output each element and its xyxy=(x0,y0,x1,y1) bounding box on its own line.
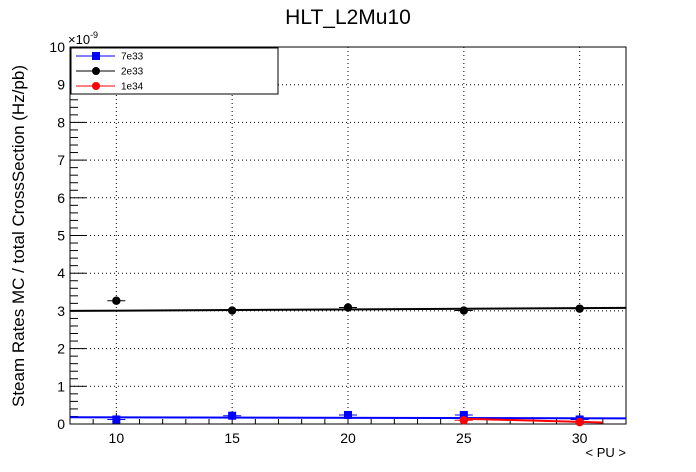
data-point-2e33 xyxy=(459,306,469,315)
y-tick-label-8: 8 xyxy=(57,114,65,130)
chart-title: HLT_L2Mu10 xyxy=(285,6,411,29)
legend-label-2e33: 2e33 xyxy=(121,67,144,78)
legend-marker-1e34 xyxy=(92,82,100,90)
data-point-1e34 xyxy=(575,417,584,427)
legend-marker-2e33 xyxy=(92,67,100,75)
y-exponent-base: ×10 xyxy=(68,32,90,47)
legend: 7e33 2e33 1e34 xyxy=(70,47,279,95)
y-axis-exponent: ×10-9 xyxy=(68,30,98,47)
x-tick-label-30: 30 xyxy=(572,430,588,446)
data-point-2e33 xyxy=(575,304,584,313)
legend-marker-7e33 xyxy=(92,52,100,60)
y-tick-label-4: 4 xyxy=(57,265,65,281)
x-tick-label-25: 25 xyxy=(456,430,472,446)
legend-label-1e34: 1e34 xyxy=(121,82,144,93)
data-point-7e33 xyxy=(112,415,121,424)
data-point-7e33 xyxy=(228,411,237,420)
data-point-2e33 xyxy=(227,306,237,315)
y-tick-label-2: 2 xyxy=(57,341,65,357)
grid xyxy=(70,47,626,424)
y-tick-label-6: 6 xyxy=(57,190,65,206)
x-tick-label-10: 10 xyxy=(109,430,125,446)
legend-label-7e33: 7e33 xyxy=(121,52,144,63)
y-exponent-power: -9 xyxy=(90,30,98,40)
data-point-2e33 xyxy=(343,303,353,312)
data-points xyxy=(107,296,589,427)
x-tick-label-20: 20 xyxy=(340,430,356,446)
y-tick-label-9: 9 xyxy=(57,77,65,93)
y-tick-label-5: 5 xyxy=(57,228,65,244)
y-tick-label-1: 1 xyxy=(57,378,65,394)
y-axis-title: Steam Rates MC / total CrossSection (Hz/… xyxy=(9,65,28,407)
y-tick-label-0: 0 xyxy=(57,416,65,432)
x-axis-title: < PU > xyxy=(586,445,626,460)
data-point-7e33 xyxy=(459,410,468,419)
x-tick-label-15: 15 xyxy=(224,430,240,446)
y-tick-label-3: 3 xyxy=(57,303,65,319)
y-tick-label-10: 10 xyxy=(49,39,65,55)
fit-lines xyxy=(69,306,627,424)
axis-tick-labels: 10 15 20 25 30 0 1 2 3 4 5 6 7 8 9 10 xyxy=(49,39,587,446)
data-point-7e33 xyxy=(344,410,352,419)
data-point-2e33 xyxy=(112,296,121,305)
data-point-1e34 xyxy=(459,416,469,425)
y-tick-label-7: 7 xyxy=(57,152,65,168)
